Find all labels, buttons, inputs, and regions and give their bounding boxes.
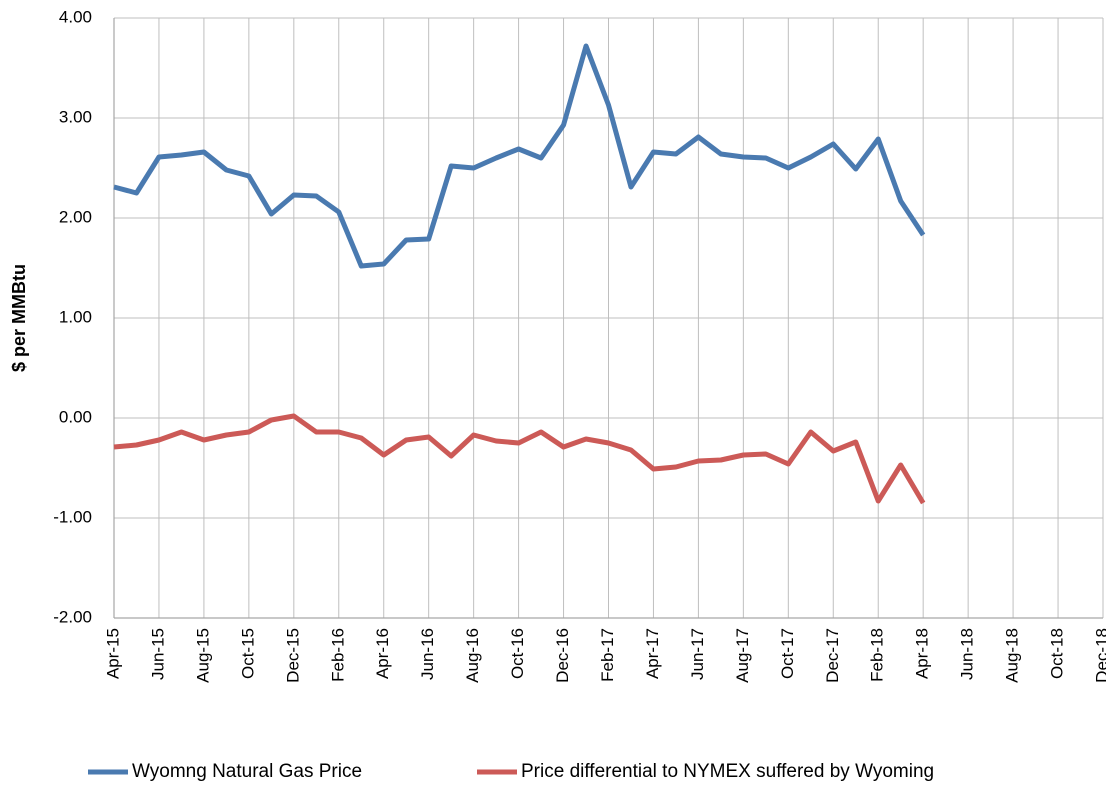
x-tick-label: Aug-18 — [1003, 628, 1022, 683]
x-tick-label: Apr-18 — [913, 628, 932, 679]
x-tick-label: Jun-16 — [418, 628, 437, 680]
y-tick-label: 0.00 — [59, 407, 92, 426]
x-tick-label: Dec-16 — [553, 628, 572, 683]
y-tick-label: 2.00 — [59, 207, 92, 226]
series-line — [113, 43, 926, 269]
y-tick-label: 1.00 — [59, 307, 92, 326]
x-tick-label: Oct-16 — [508, 628, 527, 679]
y-axis-title: $ per MMBtu — [9, 264, 29, 372]
series-line — [113, 413, 926, 505]
x-tick-label: Dec-15 — [283, 628, 302, 683]
legend-label: Price differential to NYMEX suffered by … — [521, 761, 934, 782]
x-tick-label: Apr-15 — [103, 628, 122, 679]
x-tick-label: Aug-17 — [733, 628, 752, 683]
y-tick-label: -1.00 — [53, 507, 92, 526]
y-tick-label: 3.00 — [59, 107, 92, 126]
y-tick-label: 4.00 — [59, 7, 92, 26]
x-tick-label: Feb-17 — [598, 628, 617, 682]
x-tick-label: Feb-16 — [328, 628, 347, 682]
x-tick-label: Jun-15 — [148, 628, 167, 680]
y-tick-label: -2.00 — [53, 607, 92, 626]
x-tick-label: Dec-18 — [1092, 628, 1106, 683]
legend-label: Wyomng Natural Gas Price — [132, 761, 362, 782]
x-tick-label: Aug-16 — [463, 628, 482, 683]
x-tick-label: Oct-15 — [238, 628, 257, 679]
x-tick-label: Apr-17 — [643, 628, 662, 679]
x-tick-label: Oct-18 — [1048, 628, 1067, 679]
x-tick-label: Oct-17 — [778, 628, 797, 679]
x-tick-label: Aug-15 — [193, 628, 212, 683]
x-tick-label: Feb-18 — [868, 628, 887, 682]
x-tick-label: Apr-16 — [373, 628, 392, 679]
x-tick-label: Jun-17 — [688, 628, 707, 680]
x-tick-label: Jun-18 — [958, 628, 977, 680]
x-tick-label: Dec-17 — [823, 628, 842, 683]
